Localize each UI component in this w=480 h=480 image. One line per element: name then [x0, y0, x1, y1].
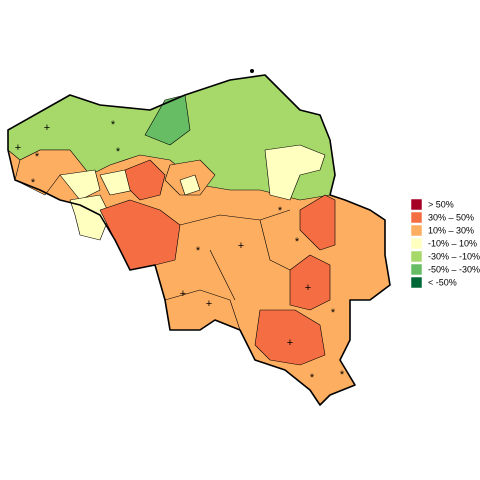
legend-swatch	[410, 263, 423, 276]
legend-label: -50% – -30%	[428, 264, 480, 274]
province-region	[264, 144, 326, 201]
region-marker: *	[340, 369, 345, 381]
legend-label: 30% – 50%	[428, 212, 474, 222]
region-marker: *	[35, 151, 40, 163]
region-marker: *	[31, 177, 36, 189]
legend-swatch	[410, 237, 423, 250]
legend-swatch	[410, 276, 423, 289]
region-marker: +	[238, 240, 244, 252]
province-region	[69, 194, 111, 241]
region-marker: *	[310, 372, 315, 384]
region-marker: +	[180, 288, 186, 300]
legend-label: -30% – -10%	[428, 251, 480, 261]
province-region	[179, 174, 201, 196]
region-marker: *	[278, 205, 283, 217]
regions	[7, 69, 391, 406]
legend-swatch	[410, 224, 423, 237]
region-marker: *	[295, 236, 300, 248]
region-marker: +	[44, 122, 50, 134]
region-marker: +	[206, 298, 212, 310]
province-region	[124, 159, 166, 201]
legend-label: -10% – 10%	[428, 238, 477, 248]
province-region	[254, 309, 326, 366]
region-marker: *	[111, 119, 116, 131]
legend-swatch	[410, 198, 423, 211]
legend-label: < -50%	[428, 277, 457, 287]
region-marker: *	[116, 146, 121, 158]
border-line	[164, 289, 241, 331]
province-region	[59, 169, 101, 201]
legend-swatch	[410, 211, 423, 224]
legend-label: > 50%	[428, 199, 454, 209]
legend-label: 10% – 30%	[428, 225, 474, 235]
border-line	[209, 249, 236, 301]
region-marker: *	[196, 245, 201, 257]
region-marker: *	[331, 307, 336, 319]
legend-swatch	[410, 250, 423, 263]
region-marker: +	[305, 282, 311, 294]
province-region	[299, 194, 336, 251]
markers: + + * * * * * + * * + * + * * + +	[15, 119, 345, 384]
legend: > 50% 30% – 50% 10% – 30% -10% – 10% -30% – …	[410, 198, 480, 289]
enclave	[250, 69, 254, 73]
region-marker: +	[287, 337, 293, 349]
province-region	[289, 254, 331, 311]
border-line	[179, 209, 291, 226]
region-marker: +	[15, 142, 21, 154]
country-outline	[7, 74, 391, 406]
border-line	[259, 219, 291, 271]
